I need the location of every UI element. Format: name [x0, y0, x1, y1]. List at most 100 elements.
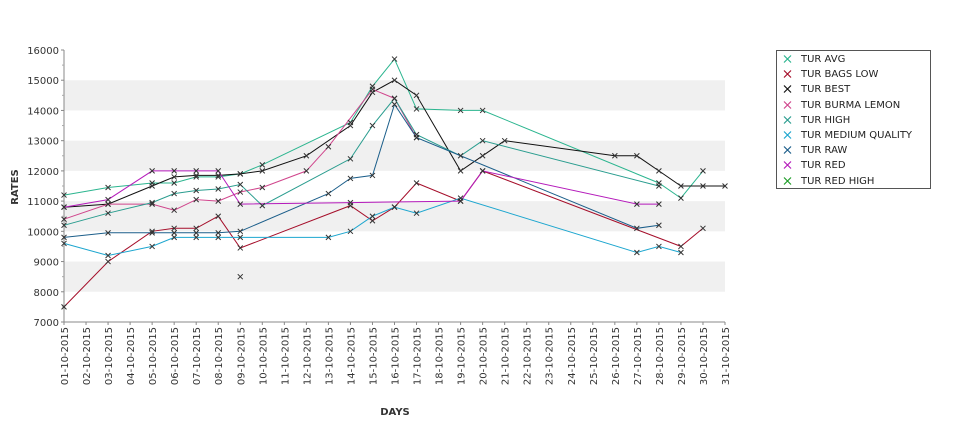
x-tick-label: 29-10-2015: [677, 327, 688, 385]
data-point-tur-bags-low: [61, 304, 67, 310]
legend-marker: [782, 174, 794, 189]
x-tick-label: 31-10-2015: [721, 327, 732, 385]
data-point-tur-best: [215, 172, 222, 179]
data-point-tur-best: [193, 172, 200, 179]
x-tick-label: 21-10-2015: [501, 327, 512, 385]
data-point-tur-medium-quality: [678, 249, 684, 256]
legend-label: TUR AVG: [801, 54, 846, 65]
data-point-tur-bags-low: [369, 217, 376, 224]
data-point-tur-high: [237, 181, 244, 188]
series-line-tur-best: [63, 79, 725, 208]
data-point-tur-red: [347, 199, 354, 206]
data-point-tur-red: [479, 168, 486, 174]
x-tick-label: 12-10-2015: [302, 327, 313, 385]
legend-label: TUR RED: [801, 160, 846, 172]
x-tick-label: 06-10-2015: [170, 327, 181, 385]
data-point-tur-best: [259, 168, 266, 174]
data-point-tur-high: [369, 122, 376, 129]
data-point-tur-avg: [700, 168, 706, 174]
legend-label: TUR HIGH: [801, 114, 851, 126]
data-point-tur-avg: [391, 56, 398, 62]
x-axis-label: DAYS: [380, 407, 410, 418]
data-point-tur-high: [105, 210, 111, 217]
data-point-tur-best: [656, 168, 662, 174]
data-point-tur-raw: [391, 101, 398, 108]
data-point-tur-high: [391, 95, 398, 102]
data-point-tur-avg: [457, 107, 464, 114]
legend-item-tur-bags-low: TUR BAGS LOW: [777, 67, 932, 82]
data-point-tur-best: [700, 183, 706, 189]
data-point-tur-avg: [193, 174, 200, 180]
data-point-tur-best: [237, 171, 244, 177]
data-point-tur-raw: [325, 190, 332, 197]
data-point-tur-raw: [171, 229, 178, 236]
data-point-tur-avg: [259, 161, 266, 168]
data-point-tur-raw: [634, 225, 640, 232]
data-point-tur-best: [722, 183, 728, 189]
legend-item-tur-high: TUR HIGH: [777, 113, 932, 128]
x-tick-label: 19-10-2015: [457, 327, 468, 385]
data-point-tur-raw: [61, 234, 67, 241]
data-point-tur-red: [237, 201, 244, 207]
data-point-tur-avg: [678, 195, 684, 201]
grid-band: [64, 201, 725, 232]
data-point-tur-medium-quality: [325, 234, 332, 241]
data-point-tur-medium-quality: [171, 234, 178, 241]
legend-item-tur-best: TUR BEST: [777, 82, 932, 97]
x-tick-label: 15-10-2015: [368, 327, 379, 385]
data-point-tur-burma-lemon: [369, 86, 376, 93]
data-point-tur-medium-quality: [369, 213, 376, 220]
data-point-tur-burma-lemon: [171, 207, 178, 214]
x-tick-label: 17-10-2015: [413, 327, 424, 385]
data-point-tur-raw: [413, 134, 420, 141]
data-point-tur-best: [457, 168, 464, 174]
y-tick-label: 8000: [34, 288, 59, 299]
x-tick-label: 05-10-2015: [148, 327, 159, 385]
data-point-tur-red: [193, 168, 200, 174]
x-tick-label: 11-10-2015: [280, 327, 291, 385]
data-point-tur-bags-low: [149, 228, 155, 235]
y-tick-label: 16000: [27, 46, 59, 57]
legend-label: TUR BEST: [801, 84, 851, 96]
legend-label: TUR MEDIUM QUALITY: [801, 130, 913, 141]
grid-band: [64, 261, 725, 292]
data-point-tur-bags-low: [215, 213, 222, 220]
legend-marker: [782, 113, 794, 128]
series-line-tur-avg: [63, 58, 704, 199]
y-tick-label: 13000: [27, 137, 59, 148]
legend: TUR AVG TUR BAGS LOW TUR BEST TUR BURMA LEM…: [776, 50, 931, 189]
x-tick-label: 09-10-2015: [236, 327, 247, 385]
data-point-tur-burma-lemon: [259, 184, 266, 191]
data-point-tur-bags-low: [678, 243, 684, 250]
data-point-tur-burma-lemon: [61, 216, 67, 223]
data-point-tur-red: [149, 168, 155, 174]
x-tick-label: 26-10-2015: [611, 327, 622, 385]
data-point-tur-burma-lemon: [215, 198, 222, 204]
series-line-tur-raw: [63, 103, 659, 238]
x-tick-label: 30-10-2015: [699, 327, 710, 385]
data-point-tur-best: [634, 152, 640, 159]
data-point-tur-bags-low: [700, 225, 706, 232]
data-point-tur-bags-low: [105, 258, 111, 265]
x-tick-label: 02-10-2015: [82, 327, 93, 385]
data-point-tur-burma-lemon: [303, 168, 310, 174]
data-point-tur-raw: [193, 229, 200, 236]
data-point-tur-red: [634, 201, 640, 207]
legend-marker: [782, 143, 794, 158]
data-point-tur-medium-quality: [149, 243, 155, 250]
legend-item-tur-burma-lemon: TUR BURMA LEMON: [777, 98, 932, 113]
data-point-tur-high: [149, 199, 155, 206]
legend-item-tur-avg: TUR AVG: [777, 52, 932, 67]
data-point-tur-high: [347, 155, 354, 162]
x-tick-label: 10-10-2015: [258, 327, 269, 385]
y-tick-label: 10000: [27, 227, 59, 238]
y-tick-label: 12000: [27, 167, 59, 178]
legend-item-tur-raw: TUR RAW: [777, 143, 932, 158]
series-line-tur-medium-quality: [63, 197, 682, 257]
x-tick-label: 01-10-2015: [60, 327, 71, 385]
data-point-tur-raw: [105, 229, 111, 236]
x-tick-label: 16-10-2015: [391, 327, 402, 385]
y-tick-label: 14000: [27, 106, 59, 117]
data-point-tur-medium-quality: [413, 210, 420, 217]
